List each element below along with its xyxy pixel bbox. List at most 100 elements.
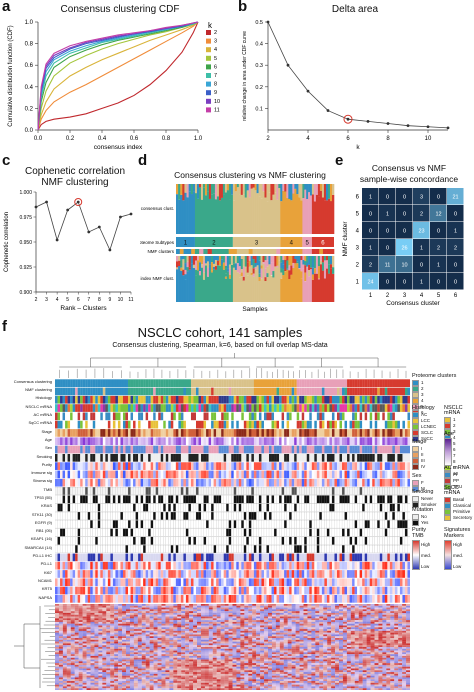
concordance-value: 0 xyxy=(403,280,406,286)
annotation-cell xyxy=(339,545,343,553)
y-axis-label: relative change in area under CDF curve xyxy=(242,31,248,121)
annotation-cell xyxy=(85,429,88,437)
membership-bar xyxy=(260,256,263,262)
annotation-cell xyxy=(304,578,307,587)
annotation-cell xyxy=(241,520,245,529)
annotation-cell xyxy=(372,586,375,595)
heatmap-cell xyxy=(90,604,95,606)
annotation-cell xyxy=(362,536,365,545)
annotation-cell xyxy=(203,536,207,545)
annotation-cell xyxy=(296,420,300,429)
annotation-cell xyxy=(90,586,93,595)
membership-bar xyxy=(282,275,285,302)
annotation-cell xyxy=(231,437,234,446)
annotation-cell xyxy=(289,379,292,387)
annotation-cell xyxy=(198,420,202,429)
annotation-cell xyxy=(87,586,91,595)
annotation-cell xyxy=(188,462,192,470)
annotation-cell xyxy=(221,570,224,578)
consensus-bar xyxy=(266,201,269,234)
annotation-cell xyxy=(347,412,350,421)
annotation-cell xyxy=(384,536,388,545)
annotation-cell xyxy=(402,478,406,487)
annotation-cell xyxy=(329,470,333,479)
annotation-cell xyxy=(206,445,209,454)
annotation-cell xyxy=(407,536,410,545)
annotation-cell xyxy=(206,462,209,470)
x-tick-label: 6 xyxy=(454,293,458,299)
annotation-cell xyxy=(407,520,410,529)
annotation-cell xyxy=(107,412,111,421)
annotation-cell xyxy=(105,379,108,387)
annotation-cell xyxy=(397,462,401,470)
heatmap-cell xyxy=(335,605,340,608)
annotation-cell xyxy=(369,595,373,603)
heatmap-cell xyxy=(102,609,107,612)
annotation-cell xyxy=(271,503,275,512)
annotation-cell xyxy=(311,445,315,454)
annotation-cell xyxy=(233,528,237,537)
annotation-cell xyxy=(165,453,169,462)
annotation-cell xyxy=(269,470,272,479)
annotation-cell xyxy=(183,395,187,404)
concordance-value: 1 xyxy=(420,280,423,286)
annotation-cell xyxy=(72,553,76,562)
annotation-cell xyxy=(324,437,328,446)
annotation-cell xyxy=(193,487,197,495)
annotation-cell xyxy=(319,503,323,512)
annotation-cell xyxy=(97,470,101,479)
annotation-cell xyxy=(175,520,179,529)
annotation-cell xyxy=(372,412,375,421)
annotation-cell xyxy=(198,545,202,553)
annotation-cell xyxy=(55,395,58,404)
annotation-cell xyxy=(145,511,149,520)
annotation-cell xyxy=(263,561,267,570)
annotation-cell xyxy=(369,495,373,504)
annotation-cell xyxy=(211,404,214,412)
annotation-cell xyxy=(190,553,194,562)
membership-bar xyxy=(262,262,265,264)
coph-point xyxy=(66,208,70,212)
consensus-bar xyxy=(280,201,283,234)
heatmap-cell xyxy=(331,604,336,606)
annotation-cell xyxy=(389,586,393,595)
annotation-cell xyxy=(107,462,111,470)
annotation-cell xyxy=(251,503,255,512)
annotation-cell xyxy=(213,429,217,437)
annotation-cell xyxy=(299,503,302,512)
annotation-cell xyxy=(407,412,410,421)
annotation-cell xyxy=(284,553,287,562)
annotation-cell xyxy=(248,511,252,520)
membership-bar xyxy=(288,256,291,266)
annotation-cell xyxy=(77,412,81,421)
annotation-cell xyxy=(140,487,144,495)
annotation-cell xyxy=(85,511,88,520)
annotation-cell xyxy=(243,520,247,529)
annotation-cell xyxy=(150,511,154,520)
heatmap-cell xyxy=(295,605,300,608)
annotation-cell xyxy=(263,395,267,404)
annotation-cell xyxy=(153,462,156,470)
annotation-cell xyxy=(238,420,242,429)
annotation-cell xyxy=(344,429,348,437)
annotation-cell xyxy=(248,462,252,470)
annotation-cell xyxy=(57,379,61,387)
annotation-cell xyxy=(309,462,312,470)
annotation-cell xyxy=(221,495,224,504)
heatmap-cell xyxy=(406,607,410,610)
annotation-cell xyxy=(143,536,146,545)
annotation-cell xyxy=(132,487,136,495)
annotation-cell xyxy=(359,520,363,529)
membership-bar xyxy=(206,276,210,302)
annotation-cell xyxy=(128,404,131,412)
annotation-cell xyxy=(228,453,232,462)
membership-bar xyxy=(290,274,293,302)
annotation-cell xyxy=(404,420,408,429)
nmf-cluster-cell xyxy=(305,249,310,254)
consensus-bar xyxy=(202,187,206,234)
annotation-cell xyxy=(92,387,96,396)
annotation-cell xyxy=(251,387,255,396)
annotation-cell xyxy=(55,404,58,412)
annotation-cell xyxy=(135,478,139,487)
concordance-cell xyxy=(396,188,413,205)
